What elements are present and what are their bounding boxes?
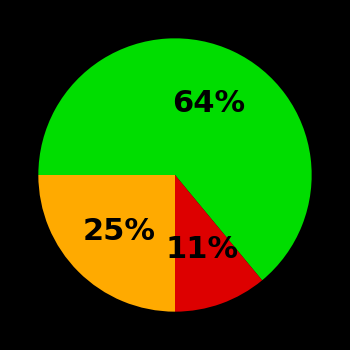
Wedge shape: [38, 38, 312, 280]
Text: 25%: 25%: [83, 217, 155, 246]
Wedge shape: [38, 175, 175, 312]
Text: 11%: 11%: [165, 235, 238, 264]
Text: 64%: 64%: [172, 89, 245, 118]
Wedge shape: [175, 175, 262, 312]
